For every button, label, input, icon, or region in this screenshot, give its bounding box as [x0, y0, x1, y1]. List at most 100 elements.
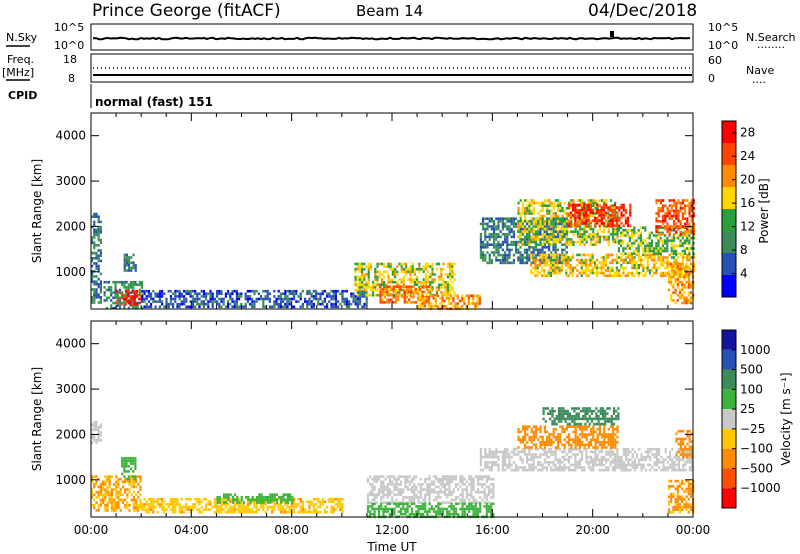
- echo-cell: [104, 506, 107, 510]
- echo-cell: [495, 448, 498, 451]
- echo-cell: [388, 285, 391, 288]
- echo-cell: [622, 208, 625, 212]
- echo-cell: [114, 283, 117, 287]
- echo-cell: [286, 302, 289, 306]
- echo-cell: [114, 293, 117, 297]
- echo-cell: [565, 220, 568, 223]
- echo-cell: [391, 483, 394, 486]
- echo-cell: [380, 483, 383, 486]
- echo-cell: [545, 258, 548, 262]
- echo-cell: [646, 236, 649, 240]
- echo-cell: [371, 512, 374, 516]
- echo-cell: [517, 468, 520, 472]
- echo-cell: [497, 235, 500, 239]
- echo-cell: [428, 507, 431, 511]
- echo-cell: [686, 239, 689, 242]
- echo-cell: [493, 238, 496, 241]
- echo-cell: [482, 225, 485, 228]
- echo-cell: [673, 212, 676, 215]
- echo-cell: [523, 261, 526, 265]
- echo-cell: [390, 288, 393, 291]
- echo-cell: [490, 453, 493, 456]
- echo-cell: [461, 304, 464, 308]
- echo-cell: [629, 256, 632, 259]
- echo-cell: [288, 292, 291, 296]
- echo-cell: [510, 220, 513, 223]
- echo-cell: [426, 488, 429, 491]
- echo-cell: [607, 243, 610, 246]
- echo-cell: [394, 290, 398, 294]
- echo-cell: [639, 236, 642, 240]
- colorbar-tick-label: 16: [740, 196, 755, 210]
- echo-cell: [483, 493, 486, 497]
- echo-cell: [227, 493, 230, 496]
- echo-cell: [537, 253, 540, 257]
- echo-cell: [417, 304, 420, 308]
- echo-cell: [130, 493, 133, 497]
- echo-cell: [437, 477, 440, 481]
- echo-cell: [657, 242, 660, 245]
- echo-cell: [216, 510, 219, 514]
- echo-cell: [374, 267, 377, 271]
- echo-cell: [444, 288, 447, 292]
- echo-cell: [486, 227, 489, 231]
- echo-cell: [414, 290, 417, 294]
- echo-cell: [565, 238, 568, 241]
- echo-cell: [108, 493, 111, 497]
- echo-cell: [456, 304, 459, 308]
- echo-cell: [139, 480, 142, 484]
- echo-cell: [138, 293, 141, 297]
- echo-cell: [528, 448, 531, 451]
- echo-cell: [95, 501, 98, 504]
- echo-cell: [521, 466, 524, 469]
- echo-cell: [343, 302, 346, 306]
- echo-cell: [266, 505, 269, 509]
- echo-cell: [194, 497, 197, 501]
- echo-cell: [580, 221, 583, 225]
- echo-cell: [515, 448, 518, 451]
- echo-cell: [91, 225, 94, 229]
- echo-cell: [521, 458, 524, 461]
- echo-cell: [93, 485, 96, 489]
- echo-cell: [112, 280, 115, 284]
- echo-cell: [465, 496, 469, 499]
- echo-cell: [552, 214, 555, 218]
- echo-cell: [590, 227, 593, 231]
- echo-cell: [127, 477, 130, 481]
- echo-cell: [417, 512, 420, 516]
- echo-cell: [125, 457, 128, 460]
- echo-cell: [158, 503, 161, 506]
- echo-cell: [334, 302, 337, 306]
- freq-label-1: Freq.: [7, 53, 34, 66]
- echo-cell: [576, 235, 579, 239]
- echo-cell: [105, 288, 108, 292]
- station-title: Prince George (fitACF): [92, 1, 281, 21]
- echo-cell: [411, 270, 414, 274]
- echo-cell: [406, 496, 409, 499]
- echo-cell: [556, 261, 559, 264]
- echo-cell: [246, 297, 249, 301]
- echo-cell: [341, 505, 344, 509]
- echo-cell: [129, 283, 133, 287]
- echo-cell: [592, 204, 595, 207]
- echo-cell: [200, 295, 203, 298]
- echo-cell: [572, 199, 575, 202]
- echo-cell: [124, 295, 128, 298]
- echo-cell: [422, 278, 425, 281]
- echo-cell: [406, 475, 409, 478]
- echo-cell: [369, 286, 372, 289]
- echo-cell: [583, 216, 586, 220]
- echo-cell: [365, 302, 368, 306]
- echo-cell: [308, 510, 311, 514]
- echo-cell: [128, 269, 131, 272]
- echo-cell: [310, 292, 313, 296]
- echo-cell: [487, 488, 491, 491]
- echo-cell: [135, 506, 138, 510]
- echo-cell: [484, 246, 487, 249]
- echo-cell: [622, 269, 625, 272]
- echo-cell: [661, 244, 664, 248]
- echo-cell: [543, 246, 546, 249]
- echo-cell: [418, 265, 421, 268]
- echo-cell: [554, 253, 557, 257]
- colorbar-swatch: [722, 231, 736, 253]
